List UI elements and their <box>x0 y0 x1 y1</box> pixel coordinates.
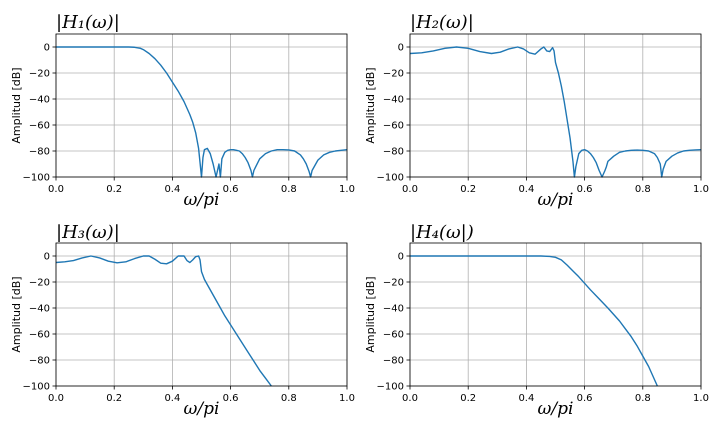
y-tick-label: −20 <box>383 69 404 80</box>
panel-title: |H₂(ω)| <box>410 12 474 33</box>
y-tick-label: −40 <box>383 95 404 106</box>
y-tick-label: −40 <box>29 304 50 315</box>
x-tick-label: 0.4 <box>518 184 534 195</box>
curve-layer <box>409 46 702 178</box>
x-tick-label: 0.2 <box>460 393 476 404</box>
panel-title: |H₄(ω|) <box>410 222 474 243</box>
y-axis-label: Amplitud [dB] <box>364 276 377 352</box>
x-axis-label: ω/pi <box>538 399 574 419</box>
y-tick-label: −80 <box>29 356 50 367</box>
series-line-0 <box>410 255 658 387</box>
x-axis-label: ω/pi <box>184 399 220 419</box>
x-tick-label: 0.4 <box>518 393 534 404</box>
x-tick-label: 0.8 <box>635 184 651 195</box>
series-line-0 <box>409 46 702 178</box>
curve-layer <box>55 255 272 387</box>
y-tick-label: 0 <box>398 43 404 54</box>
y-tick-label: −60 <box>383 330 404 341</box>
y-tick-label: 0 <box>398 252 404 263</box>
curve-layer <box>410 255 658 387</box>
y-tick-label: −20 <box>383 278 404 289</box>
series-line-0 <box>55 255 272 387</box>
x-tick-label: 0.2 <box>106 184 122 195</box>
panel-title: |H₃(ω)| <box>56 222 120 243</box>
x-tick-label: 0.4 <box>164 184 180 195</box>
panel-h4: |H₄(ω|) 0.0 0.2 0.4 0.6 0.8 1.0 0 −20 −40 −60 −80… <box>364 222 709 419</box>
panel-h2: |H₂(ω)| 0.0 0.2 0.4 0.6 0.8 1.0 0 −20 −40 −60 −80… <box>364 12 709 210</box>
x-tick-label: 1.0 <box>339 393 355 404</box>
y-tick-label: −100 <box>23 382 50 393</box>
x-tick-label: 0.0 <box>402 184 418 195</box>
x-ticks: 0.0 0.2 0.4 0.6 0.8 1.0 <box>402 386 709 404</box>
y-ticks: 0 −20 −40 −60 −80 −100 <box>23 252 56 393</box>
y-axis-label: Amplitud [dB] <box>10 276 23 352</box>
axes-frame <box>55 33 348 178</box>
y-tick-label: −60 <box>383 121 404 132</box>
x-tick-label: 0.8 <box>635 393 651 404</box>
y-tick-label: −20 <box>29 69 50 80</box>
x-ticks: 0.0 0.2 0.4 0.6 0.8 1.0 <box>48 177 355 195</box>
y-tick-label: 0 <box>44 43 50 54</box>
y-tick-label: −60 <box>29 121 50 132</box>
x-axis-label: ω/pi <box>538 190 574 210</box>
x-tick-label: 0.0 <box>402 393 418 404</box>
x-tick-label: 0.6 <box>223 393 239 404</box>
curve-layer <box>56 46 348 178</box>
axes-frame <box>55 242 348 387</box>
x-tick-label: 0.6 <box>577 184 593 195</box>
y-tick-label: 0 <box>44 252 50 263</box>
y-ticks: 0 −20 −40 −60 −80 −100 <box>23 43 56 184</box>
x-tick-label: 0.2 <box>106 393 122 404</box>
panel-h3: |H₃(ω)| 0.0 0.2 0.4 0.6 0.8 1.0 0 −20 −40 −60 −80… <box>10 222 355 419</box>
y-tick-label: −100 <box>377 173 404 184</box>
x-tick-label: 1.0 <box>693 393 709 404</box>
y-tick-label: −20 <box>29 278 50 289</box>
x-tick-label: 0.8 <box>281 393 297 404</box>
y-axis-label: Amplitud [dB] <box>10 67 23 143</box>
x-tick-label: 0.4 <box>164 393 180 404</box>
axes-frame <box>409 33 702 178</box>
x-tick-label: 1.0 <box>693 184 709 195</box>
y-tick-label: −100 <box>377 382 404 393</box>
panel-h1: |H₁(ω)| 0.0 0.2 0.4 0.6 0.8 1.0 0 −20 −40 −60 −80… <box>10 12 355 210</box>
y-tick-label: −40 <box>383 304 404 315</box>
y-axis-label: Amplitud [dB] <box>364 67 377 143</box>
x-tick-label: 0.6 <box>577 393 593 404</box>
x-tick-label: 0.0 <box>48 184 64 195</box>
panel-title: |H₁(ω)| <box>56 12 120 33</box>
y-ticks: 0 −20 −40 −60 −80 −100 <box>377 252 410 393</box>
y-tick-label: −40 <box>29 95 50 106</box>
axes-frame <box>409 242 702 387</box>
x-tick-label: 0.2 <box>460 184 476 195</box>
y-tick-label: −60 <box>29 330 50 341</box>
x-tick-label: 0.0 <box>48 393 64 404</box>
y-ticks: 0 −20 −40 −60 −80 −100 <box>377 43 410 184</box>
x-ticks: 0.0 0.2 0.4 0.6 0.8 1.0 <box>48 386 355 404</box>
y-tick-label: −100 <box>23 173 50 184</box>
y-tick-label: −80 <box>383 356 404 367</box>
y-tick-label: −80 <box>29 147 50 158</box>
x-axis-label: ω/pi <box>184 190 220 210</box>
series-line-0 <box>56 46 348 178</box>
x-tick-label: 0.8 <box>281 184 297 195</box>
x-tick-label: 0.6 <box>223 184 239 195</box>
y-tick-label: −80 <box>383 147 404 158</box>
x-tick-label: 1.0 <box>339 184 355 195</box>
x-ticks: 0.0 0.2 0.4 0.6 0.8 1.0 <box>402 177 709 195</box>
